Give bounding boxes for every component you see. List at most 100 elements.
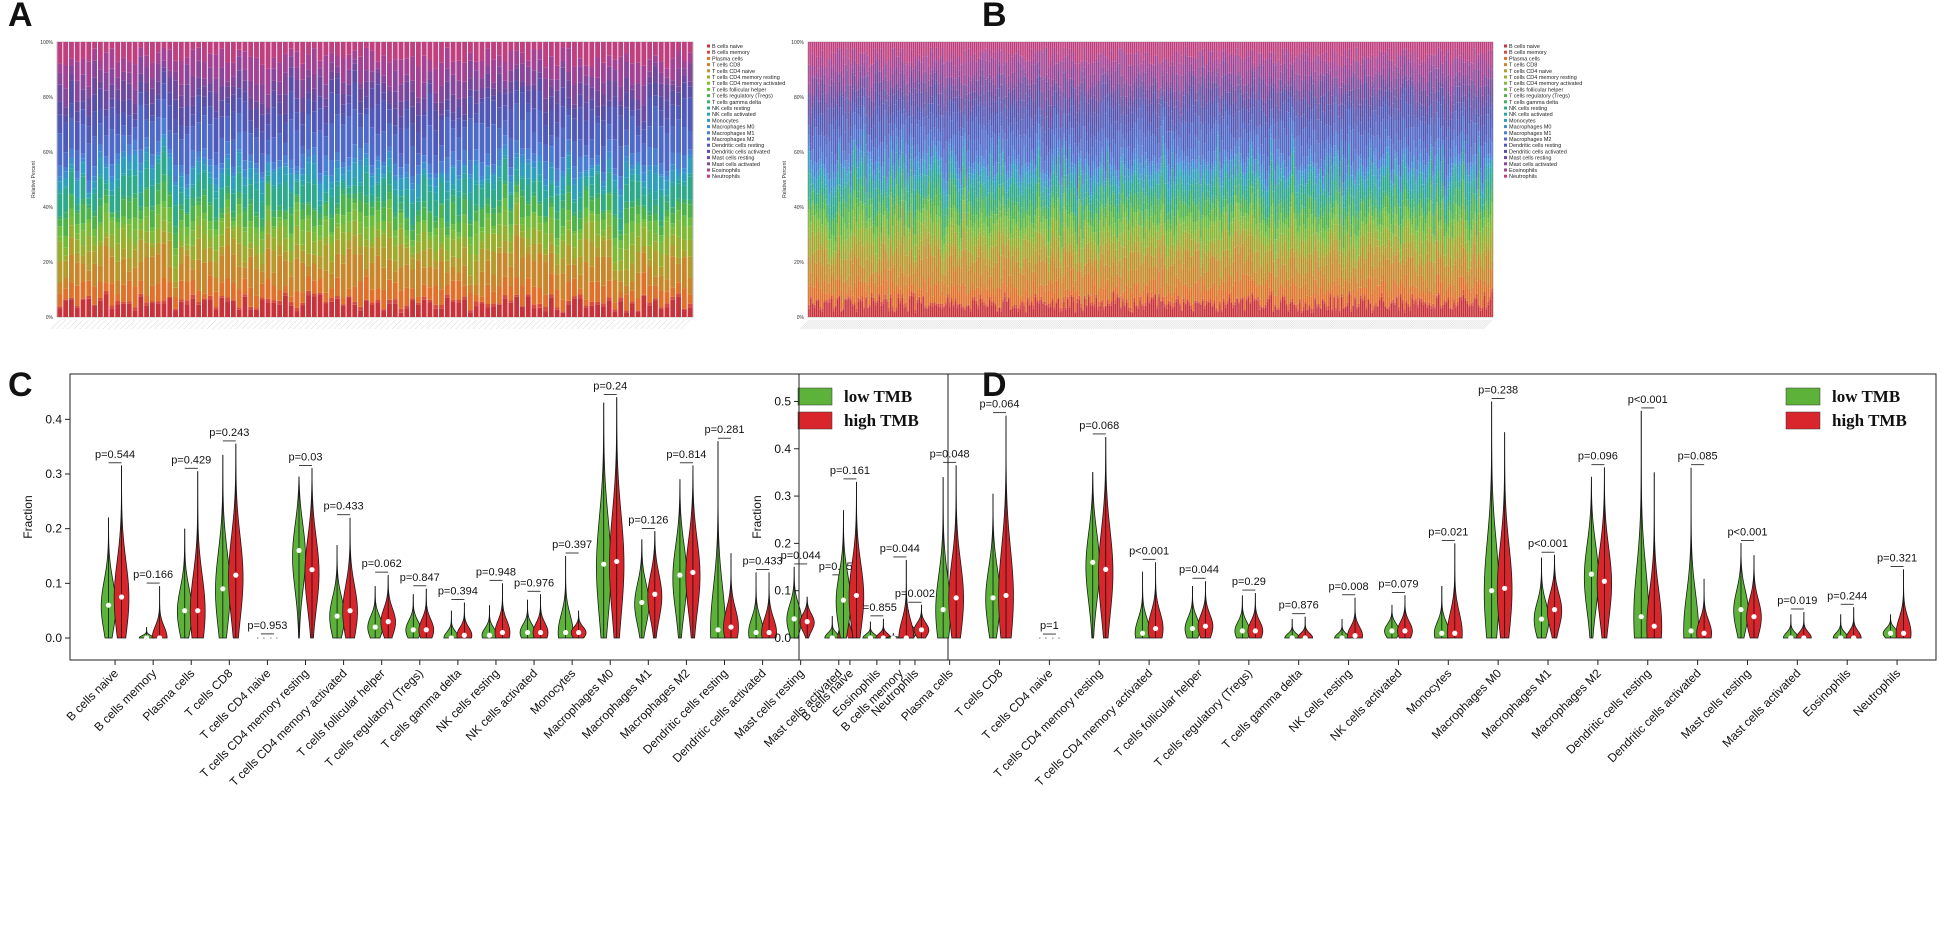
stack-segment xyxy=(905,156,907,167)
stack-segment xyxy=(990,114,993,127)
stack-segment xyxy=(410,225,416,231)
stack-segment xyxy=(966,212,968,219)
stack-segment xyxy=(886,208,888,211)
stack-segment xyxy=(525,112,531,149)
sample-tick-label xyxy=(351,319,361,330)
stack-segment xyxy=(352,59,358,64)
stack-segment xyxy=(920,108,923,113)
stack-segment xyxy=(69,164,74,169)
stack-segment xyxy=(895,160,898,173)
stack-segment xyxy=(121,151,126,158)
stack-segment xyxy=(520,176,525,179)
stack-segment xyxy=(840,185,843,196)
stack-segment xyxy=(329,232,335,236)
stack-segment xyxy=(138,293,144,297)
stack-segment xyxy=(323,216,329,221)
stack-segment xyxy=(964,177,966,189)
stack-segment xyxy=(929,178,932,182)
stack-segment xyxy=(496,200,502,207)
stack-segment xyxy=(821,113,824,133)
stack-segment xyxy=(1002,243,1004,283)
stack-segment xyxy=(670,213,676,224)
stack-segment xyxy=(340,304,346,306)
stack-segment xyxy=(863,209,865,226)
stack-segment xyxy=(543,161,548,180)
stack-segment xyxy=(850,259,852,290)
stack-segment xyxy=(825,218,827,228)
stack-segment xyxy=(456,98,462,107)
stack-segment xyxy=(998,200,1001,212)
stack-segment xyxy=(352,109,358,145)
stack-segment xyxy=(918,175,921,183)
stack-segment xyxy=(914,65,917,82)
stack-segment xyxy=(144,55,150,68)
stack-segment xyxy=(933,67,936,73)
stack-segment xyxy=(144,92,150,105)
stack-segment xyxy=(74,178,80,181)
stack-segment xyxy=(947,226,949,235)
stack-segment xyxy=(265,94,271,109)
stack-segment xyxy=(967,228,970,252)
stack-segment xyxy=(869,218,871,228)
stack-segment xyxy=(967,162,970,168)
stack-segment xyxy=(219,100,225,117)
stack-segment xyxy=(926,42,928,57)
stack-segment xyxy=(248,184,254,200)
stack-segment xyxy=(967,190,970,193)
stack-segment xyxy=(817,101,820,110)
stack-segment xyxy=(583,186,589,191)
stack-segment xyxy=(914,119,917,158)
stack-segment xyxy=(560,312,566,317)
stack-segment xyxy=(987,134,989,165)
stack-segment xyxy=(589,305,595,317)
stack-segment xyxy=(80,162,86,174)
stack-segment xyxy=(433,268,439,287)
stack-segment xyxy=(618,189,624,196)
stack-segment xyxy=(109,84,115,99)
stack-segment xyxy=(813,95,816,105)
stack-segment xyxy=(880,247,883,260)
stack-segment xyxy=(952,211,955,225)
stack-segment xyxy=(954,135,957,156)
stack-segment xyxy=(851,165,854,171)
stack-segment xyxy=(387,86,392,92)
stack-segment xyxy=(952,224,955,244)
stack-segment xyxy=(987,91,989,107)
stack-segment xyxy=(971,261,974,284)
stack-segment xyxy=(387,42,392,63)
stack-segment xyxy=(916,189,919,194)
stack-segment xyxy=(992,132,995,167)
stack-segment xyxy=(254,173,259,183)
stack-segment xyxy=(190,280,196,295)
stack-segment xyxy=(560,208,566,227)
stack-segment xyxy=(144,207,150,217)
stack-segment xyxy=(912,244,915,257)
stack-segment xyxy=(462,149,468,164)
stack-segment xyxy=(658,226,664,236)
stack-segment xyxy=(810,272,812,283)
stack-segment xyxy=(456,196,462,216)
stack-segment xyxy=(908,91,911,110)
stack-segment xyxy=(829,267,831,284)
stack-segment xyxy=(897,137,900,160)
stack-segment xyxy=(300,203,306,210)
stack-segment xyxy=(277,94,283,103)
stack-segment xyxy=(462,265,468,286)
stack-segment xyxy=(922,181,924,198)
stack-segment xyxy=(358,42,363,57)
stack-segment xyxy=(983,304,985,317)
stack-segment xyxy=(514,235,520,278)
stack-segment xyxy=(80,124,86,154)
stack-segment xyxy=(277,183,283,188)
legend-swatch xyxy=(707,75,710,79)
stack-segment xyxy=(173,233,178,249)
stack-segment xyxy=(554,211,560,220)
stack-segment xyxy=(838,81,841,96)
stack-segment xyxy=(928,169,930,177)
stack-segment xyxy=(69,225,74,238)
sample-tick-label xyxy=(102,319,113,330)
stack-segment xyxy=(859,184,862,202)
stack-segment xyxy=(876,70,879,83)
stack-segment xyxy=(236,42,242,50)
stack-segment xyxy=(922,295,924,297)
